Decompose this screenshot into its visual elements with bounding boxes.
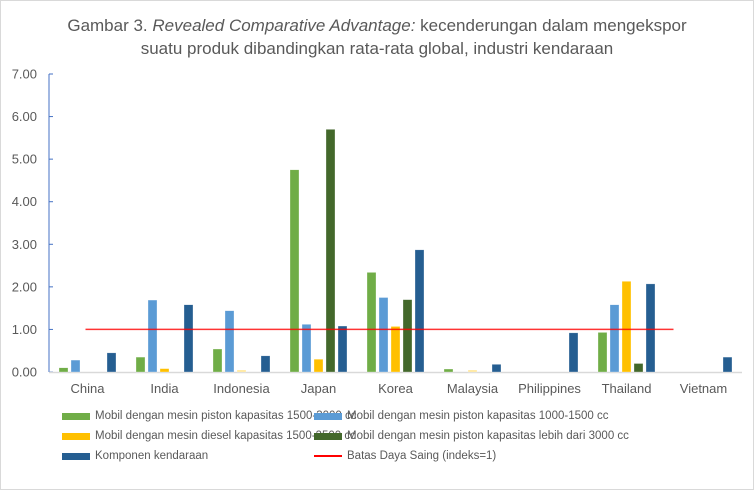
bar-korea-series-3 bbox=[390, 326, 401, 373]
bar-thailand-series-4 bbox=[633, 363, 644, 373]
x-tick-label: India bbox=[150, 381, 179, 396]
legend-swatch bbox=[314, 455, 342, 457]
bar-japan-series-5 bbox=[337, 325, 348, 373]
bar-indonesia-series-2 bbox=[224, 310, 235, 373]
bar-india-series-2 bbox=[147, 299, 158, 373]
legend-label: Mobil dengan mesin diesel kapasitas 1500… bbox=[95, 430, 356, 442]
y-tick-label: 6.00 bbox=[12, 109, 37, 124]
bar-malaysia-series-5 bbox=[491, 364, 502, 373]
y-tick-label: 4.00 bbox=[12, 194, 37, 209]
x-tick-label: China bbox=[71, 381, 106, 396]
bar-malaysia-series-1 bbox=[443, 368, 454, 373]
bar-thailand-series-3 bbox=[621, 281, 632, 373]
y-tick-label: 7.00 bbox=[12, 67, 37, 82]
legend-label: Mobil dengan mesin piston kapasitas lebi… bbox=[347, 430, 629, 442]
title-italic: Revealed Comparative Advantage: bbox=[152, 16, 416, 35]
y-tick-label: 5.00 bbox=[12, 152, 37, 167]
y-tick-label: 3.00 bbox=[12, 237, 37, 252]
bar-thailand-series-1 bbox=[597, 332, 608, 373]
legend-label: Mobil dengan mesin piston kapasitas 1500… bbox=[95, 410, 357, 422]
title-line-1: Gambar 3. Revealed Comparative Advantage… bbox=[0, 14, 754, 37]
legend-item: Mobil dengan mesin piston kapasitas 1500… bbox=[62, 410, 356, 422]
bar-korea-series-4 bbox=[402, 299, 413, 373]
legend-swatch bbox=[314, 412, 342, 420]
legend-swatch bbox=[62, 452, 90, 460]
y-tick-label: 2.00 bbox=[12, 279, 37, 294]
bar-malaysia-series-3 bbox=[467, 369, 478, 373]
bar-korea-series-5 bbox=[414, 249, 425, 373]
x-tick-label: Korea bbox=[378, 381, 413, 396]
legend-item: Mobil dengan mesin diesel kapasitas 1500… bbox=[62, 430, 356, 442]
bar-korea-series-2 bbox=[378, 297, 389, 373]
legend-swatch bbox=[314, 432, 342, 440]
x-tick-label: Malaysia bbox=[447, 381, 499, 396]
title-prefix: Gambar 3. bbox=[67, 16, 153, 35]
x-tick-label: Japan bbox=[301, 381, 336, 396]
bar-india-series-5 bbox=[183, 304, 194, 373]
bar-india-series-3 bbox=[159, 368, 170, 373]
bar-china-series-1 bbox=[58, 367, 69, 373]
bar-japan-series-2 bbox=[301, 324, 312, 373]
title-suffix: kecenderungan dalam mengekspor bbox=[415, 16, 687, 35]
legend-item: Batas Daya Saing (indeks=1) bbox=[314, 450, 496, 462]
bar-india-series-1 bbox=[135, 356, 146, 373]
bar-thailand-series-2 bbox=[609, 304, 620, 373]
legend-swatch bbox=[62, 432, 90, 440]
bar-indonesia-series-3 bbox=[236, 369, 247, 373]
bar-china-series-2 bbox=[70, 359, 81, 373]
title-line-2: suatu produk dibandingkan rata-rata glob… bbox=[140, 39, 614, 58]
legend-label: Komponen kendaraan bbox=[95, 450, 209, 462]
bar-vietnam-series-5 bbox=[722, 356, 733, 373]
bar-japan-series-3 bbox=[313, 358, 324, 373]
bar-thailand-series-5 bbox=[645, 283, 656, 373]
x-tick-label: Philippines bbox=[518, 381, 581, 396]
legend-item: Mobil dengan mesin piston kapasitas lebi… bbox=[314, 430, 629, 442]
y-tick-label: 1.00 bbox=[12, 322, 37, 337]
bar-korea-series-1 bbox=[366, 272, 377, 373]
legend-label: Mobil dengan mesin piston kapasitas 1000… bbox=[347, 410, 609, 422]
chart-title: Gambar 3. Revealed Comparative Advantage… bbox=[0, 14, 754, 60]
legend-item: Mobil dengan mesin piston kapasitas 1000… bbox=[314, 410, 608, 422]
bar-philippines-series-5 bbox=[568, 332, 579, 373]
legend-item: Komponen kendaraan bbox=[62, 450, 208, 462]
x-tick-label: Thailand bbox=[602, 381, 652, 396]
y-tick-label: 0.00 bbox=[12, 365, 37, 380]
legend-swatch bbox=[62, 412, 90, 420]
bar-japan-series-4 bbox=[325, 129, 336, 373]
bar-china-series-5 bbox=[106, 352, 117, 373]
legend-label: Batas Daya Saing (indeks=1) bbox=[347, 450, 497, 462]
bar-indonesia-series-1 bbox=[212, 348, 223, 373]
x-tick-label: Vietnam bbox=[680, 381, 727, 396]
bar-japan-series-1 bbox=[289, 169, 300, 373]
x-tick-label: Indonesia bbox=[213, 381, 270, 396]
bar-indonesia-series-5 bbox=[260, 355, 271, 373]
